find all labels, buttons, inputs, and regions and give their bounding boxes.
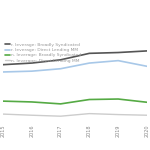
Legend: r. leverage: Broadly Syndicated, r. leverage: Direct Lending MM, n. leverage: Br: r. leverage: Broadly Syndicated, r. leve… — [5, 43, 81, 63]
